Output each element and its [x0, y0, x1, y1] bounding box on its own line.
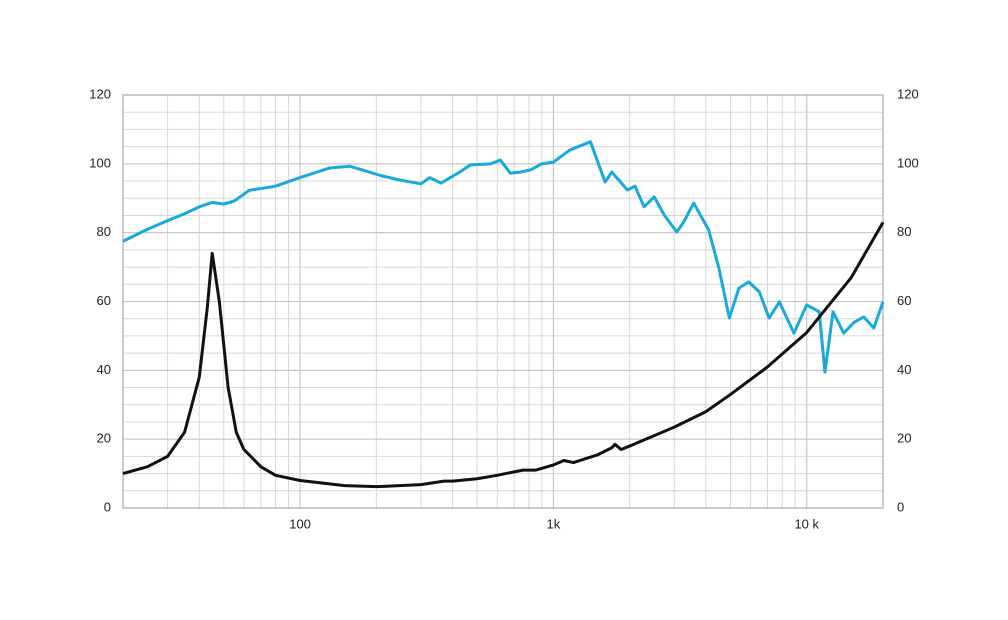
y-tick-label: 60	[97, 293, 111, 308]
plot-frame	[122, 94, 884, 509]
x-tick-label: 10 k	[794, 516, 819, 531]
y2-tick-label: 20	[897, 431, 911, 446]
y2-tick-label: 60	[897, 293, 911, 308]
x-tick-label: 100	[289, 516, 311, 531]
y2-tick-label: 80	[897, 224, 911, 239]
y2-tick-label: 100	[897, 155, 919, 170]
y-tick-label: 40	[97, 362, 111, 377]
series-line	[122, 140, 885, 374]
y2-tick-label: 0	[897, 499, 904, 514]
y-tick-label: 20	[97, 431, 111, 446]
series-line	[122, 221, 885, 489]
y-tick-label: 0	[104, 499, 111, 514]
y-tick-label: 80	[97, 224, 111, 239]
y2-tick-label: 40	[897, 362, 911, 377]
y-tick-label: 100	[89, 155, 111, 170]
y2-tick-label: 120	[897, 86, 919, 101]
x-tick-label: 1k	[547, 516, 561, 531]
y-tick-label: 120	[89, 86, 111, 101]
